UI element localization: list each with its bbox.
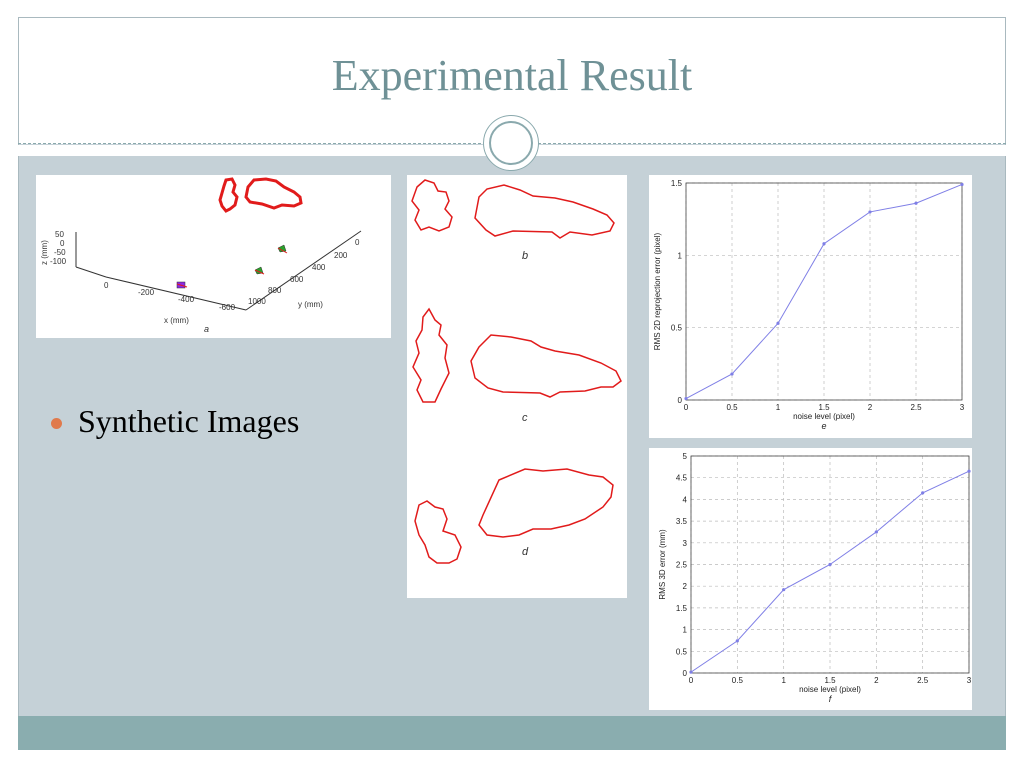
z-axis-label: z (mm) — [40, 240, 49, 265]
z-tick: -50 — [54, 248, 66, 257]
y-tick-label: 4 — [683, 495, 688, 504]
y-tick: 0 — [355, 238, 360, 247]
contour-label-d: d — [522, 546, 529, 558]
figure-a-svg: 50 0 -50 -100 z (mm) 0 -200 -400 -600 x … — [40, 177, 362, 334]
chart-f-svg: 0 0.5 1 1.5 2 2.5 3 0 0.5 1 1.5 2 2.5 3 3.5 4 4.5 5 noise… — [658, 452, 972, 704]
y-tick-label: 1.5 — [671, 179, 683, 188]
contour-c — [412, 307, 622, 403]
data-point — [735, 639, 739, 643]
y-tick-label: 2.5 — [676, 561, 688, 570]
chart-f-ylabel: RMS 3D error (mm) — [658, 529, 667, 600]
chart-f-panel-label: f — [829, 694, 833, 704]
x-tick-label: 2 — [868, 403, 873, 412]
plot-frame — [690, 455, 970, 674]
data-point — [914, 201, 918, 205]
chart-e-panel: 0 0.5 1 1.5 2 2.5 3 0 0.5 1 1.5 noise level (pixel… — [649, 175, 972, 438]
data-point — [967, 469, 971, 473]
data-point — [684, 396, 688, 401]
z-tick: 0 — [60, 239, 65, 248]
plot-frame — [685, 182, 963, 401]
contour-label-c: c — [522, 412, 528, 424]
y-tick-label: 1.5 — [676, 604, 688, 613]
x-tick-label: 3 — [967, 676, 972, 685]
x-tick-label: 0.5 — [726, 403, 738, 412]
chart-f-xlabel: noise level (pixel) — [799, 685, 861, 694]
data-point — [960, 182, 964, 187]
z-axis-floor — [75, 266, 107, 278]
y-tick-label: 0.5 — [671, 324, 683, 333]
divider-ring-inner — [489, 121, 533, 165]
x-tick-label: 0 — [684, 403, 689, 412]
chart-e-ylabel: RMS 2D reprojection error (pixel) — [653, 232, 662, 350]
chart-e-svg: 0 0.5 1 1.5 2 2.5 3 0 0.5 1 1.5 noise level (pixel… — [653, 179, 965, 431]
y-tick: 400 — [312, 263, 326, 272]
y-tick-label: 3.5 — [676, 517, 688, 526]
y-tick: 200 — [334, 251, 348, 260]
chart-e-xlabel: noise level (pixel) — [793, 412, 855, 421]
x-tick-label: 1.5 — [824, 676, 836, 685]
data-point — [689, 670, 693, 674]
data-point — [730, 372, 734, 376]
x-tick: -600 — [219, 303, 236, 312]
y-axis-line — [245, 230, 362, 311]
x-tick-label: 2.5 — [910, 403, 922, 412]
x-axis-line — [105, 276, 247, 311]
y-tick-label: 0 — [683, 669, 688, 678]
y-tick-label: 0 — [678, 396, 683, 405]
y-tick-label: 3 — [683, 539, 688, 548]
chart-e-panel-label: e — [821, 421, 826, 431]
y-axis-label: y (mm) — [298, 300, 323, 309]
data-point — [776, 321, 780, 325]
y-tick: 800 — [268, 286, 282, 295]
y-tick: 600 — [290, 275, 304, 284]
y-tick-label: 0.5 — [676, 647, 688, 656]
camera-marker-3 — [176, 281, 188, 289]
x-tick-label: 1.5 — [818, 403, 830, 412]
z-tick-labels: 50 0 -50 -100 — [50, 230, 67, 266]
slide-title: Experimental Result — [331, 51, 693, 100]
chart-f-panel: 0 0.5 1 1.5 2 2.5 3 0 0.5 1 1.5 2 2.5 3 3.5 4 4.5 5 noise… — [649, 448, 972, 710]
y-tick: 1000 — [248, 297, 266, 306]
data-point — [921, 491, 925, 495]
bullet-synthetic-images: Synthetic Images — [78, 403, 300, 439]
camera-marker-1 — [277, 244, 288, 254]
data-point — [782, 588, 786, 592]
x-tick-label: 1 — [776, 403, 781, 412]
footer-bar — [18, 716, 1006, 750]
contour-label-b: b — [522, 250, 528, 262]
x-tick-label: 2.5 — [917, 676, 929, 685]
camera-marker-2 — [254, 266, 265, 275]
x-axis-label: x (mm) — [164, 316, 189, 325]
data-point — [874, 530, 878, 534]
z-tick: 50 — [55, 230, 64, 239]
figure-a-label: a — [204, 324, 209, 334]
data-point — [828, 562, 832, 567]
contour-a-right — [244, 177, 303, 210]
y-tick-label: 5 — [683, 452, 688, 461]
contour-b — [411, 179, 615, 239]
y-tick-label: 2 — [683, 582, 688, 591]
figure-a-panel: 50 0 -50 -100 z (mm) 0 -200 -400 -600 x … — [36, 175, 391, 338]
x-tick-label: 0 — [689, 676, 694, 685]
y-tick-labels: 0 200 400 600 800 1000 — [248, 238, 360, 306]
x-tick: -200 — [138, 288, 155, 297]
y-tick-label: 1 — [678, 251, 683, 260]
z-tick: -100 — [50, 257, 67, 266]
contours-svg: b c d — [411, 179, 622, 564]
x-tick-label: 1 — [781, 676, 786, 685]
data-point — [868, 210, 872, 214]
data-point — [822, 242, 826, 246]
y-tick-label: 4.5 — [676, 474, 688, 483]
x-tick: -400 — [178, 295, 195, 304]
contour-d — [414, 468, 614, 564]
x-tick-label: 3 — [960, 403, 965, 412]
y-tick-label: 1 — [683, 626, 688, 635]
x-tick-labels: 0 -200 -400 -600 — [104, 281, 236, 312]
contour-a-left — [218, 177, 239, 213]
x-tick-label: 2 — [874, 676, 879, 685]
contours-panel: b c d — [407, 175, 627, 598]
bullet-dot — [51, 418, 62, 429]
x-tick: 0 — [104, 281, 109, 290]
x-tick-label: 0.5 — [732, 676, 744, 685]
